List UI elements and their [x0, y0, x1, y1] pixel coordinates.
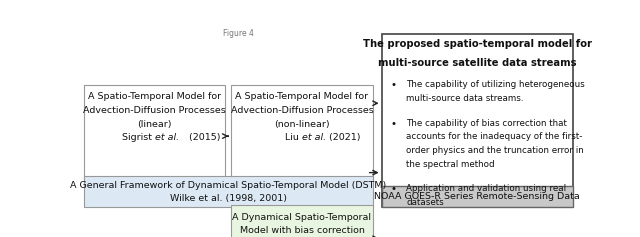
Text: Model with bias correction: Model with bias correction	[239, 226, 364, 235]
Text: the spectral method: the spectral method	[406, 160, 495, 169]
Text: A Spatio-Temporal Model for: A Spatio-Temporal Model for	[236, 92, 369, 101]
Text: et al.: et al.	[302, 133, 326, 142]
Text: accounts for the inadequacy of the first-: accounts for the inadequacy of the first…	[406, 132, 583, 141]
Text: •: •	[390, 119, 397, 129]
Text: Advection-Diffusion Processes: Advection-Diffusion Processes	[230, 106, 373, 115]
Text: The proposed spatio-temporal model for: The proposed spatio-temporal model for	[362, 39, 591, 49]
Text: A Dynamical Spatio-Temporal: A Dynamical Spatio-Temporal	[232, 213, 371, 222]
Text: multi-source satellite data streams: multi-source satellite data streams	[378, 58, 576, 68]
Text: et al.: et al.	[155, 133, 179, 142]
Bar	[84, 85, 225, 187]
Text: order physics and the truncation error in: order physics and the truncation error i…	[406, 146, 584, 155]
Text: •: •	[390, 184, 397, 195]
Text: The capability of bias correction that: The capability of bias correction that	[406, 119, 567, 128]
Text: Figure 4: Figure 4	[223, 29, 254, 38]
Text: A General Framework of Dynamical Spatio-Temporal Model (DSTM): A General Framework of Dynamical Spatio-…	[70, 181, 387, 190]
Text: (linear): (linear)	[138, 120, 172, 129]
Text: Application and validation using real: Application and validation using real	[406, 184, 566, 193]
Text: NOAA GOES-R Series Remote-Sensing Data: NOAA GOES-R Series Remote-Sensing Data	[374, 192, 580, 201]
Text: (2015): (2015)	[186, 133, 220, 142]
Text: •: •	[390, 80, 397, 91]
Text: A Spatio-Temporal Model for: A Spatio-Temporal Model for	[88, 92, 221, 101]
Text: (non-linear): (non-linear)	[274, 120, 330, 129]
Bar	[231, 85, 372, 187]
Bar	[381, 186, 573, 207]
Text: multi-source data streams.: multi-source data streams.	[406, 94, 524, 103]
Text: The capability of utilizing heterogeneous: The capability of utilizing heterogeneou…	[406, 80, 585, 89]
Text: Sigrist: Sigrist	[122, 133, 155, 142]
Bar	[84, 176, 372, 207]
Text: datasets: datasets	[406, 198, 444, 207]
Text: Advection-Diffusion Processes: Advection-Diffusion Processes	[83, 106, 226, 115]
Text: (2021): (2021)	[326, 133, 360, 142]
Text: Wilke et al. (1998, 2001): Wilke et al. (1998, 2001)	[170, 194, 287, 203]
Bar	[231, 205, 372, 237]
Bar	[381, 34, 573, 207]
Text: Liu: Liu	[285, 133, 302, 142]
